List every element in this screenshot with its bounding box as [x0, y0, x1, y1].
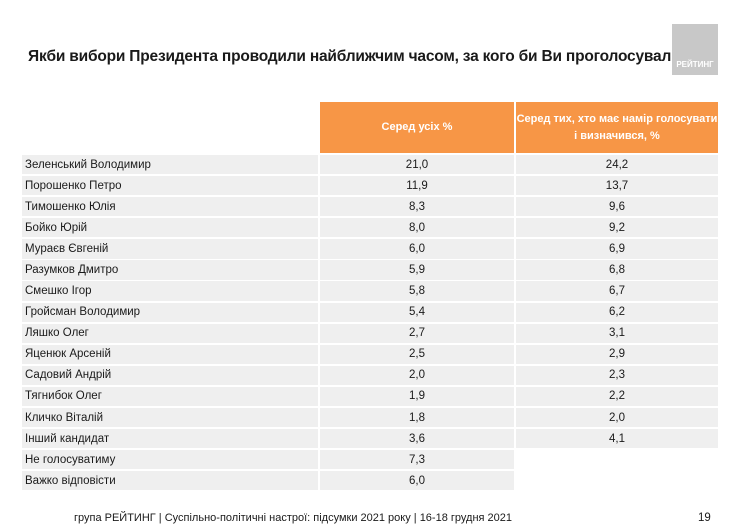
- candidate-name: Інший кандидат: [22, 429, 318, 449]
- table-row: Бойко Юрій 8,0 9,2: [22, 218, 718, 238]
- candidate-name: Смешко Ігор: [22, 281, 318, 301]
- value-all: 8,0: [320, 218, 514, 238]
- value-decided: 2,9: [516, 344, 718, 364]
- value-all: 1,9: [320, 386, 514, 407]
- table-row: Важко відповісти 6,0: [22, 471, 718, 491]
- candidate-name: Зеленський Володимир: [22, 155, 318, 175]
- value-all: 6,0: [320, 471, 514, 491]
- value-all: 21,0: [320, 155, 514, 175]
- rating-logo: РЕЙТИНГ: [672, 24, 718, 75]
- value-all: 7,3: [320, 450, 514, 470]
- candidate-name: Мураєв Євгеній: [22, 239, 318, 259]
- value-all: 5,4: [320, 302, 514, 322]
- candidate-name: Важко відповісти: [22, 471, 318, 491]
- value-all: 2,0: [320, 365, 514, 385]
- header-all: Серед усіх %: [320, 102, 514, 153]
- table-row: Тимошенко Юлія 8,3 9,6: [22, 197, 718, 217]
- value-all: 6,0: [320, 239, 514, 259]
- candidate-name: Тимошенко Юлія: [22, 197, 318, 217]
- value-decided: 4,1: [516, 429, 718, 449]
- value-decided: 2,3: [516, 365, 718, 385]
- value-decided: 2,2: [516, 386, 718, 407]
- value-decided: 2,0: [516, 407, 718, 428]
- value-decided: 6,2: [516, 302, 718, 322]
- value-decided: 6,9: [516, 239, 718, 259]
- value-all: 11,9: [320, 176, 514, 196]
- value-decided: [516, 471, 718, 490]
- candidate-name: Ляшко Олег: [22, 323, 318, 343]
- table-row: Інший кандидат 3,6 4,1: [22, 429, 718, 449]
- value-decided: 13,7: [516, 176, 718, 196]
- logo-text: РЕЙТИНГ: [676, 60, 714, 69]
- candidate-name: Гройсман Володимир: [22, 302, 318, 322]
- header-decided: Серед тих, хто має намір голосувати і ви…: [516, 102, 718, 153]
- value-decided: 9,2: [516, 218, 718, 238]
- value-decided: 6,7: [516, 281, 718, 301]
- value-all: 3,6: [320, 429, 514, 449]
- value-all: 8,3: [320, 197, 514, 217]
- table-row: Разумков Дмитро 5,9 6,8: [22, 260, 718, 280]
- table-row: Зеленський Володимир 21,0 24,2: [22, 155, 718, 175]
- page-number: 19: [698, 512, 711, 524]
- value-decided: 9,6: [516, 197, 718, 217]
- value-all: 1,8: [320, 407, 514, 428]
- slide-title: Якби вибори Президента проводили найближ…: [28, 48, 690, 65]
- table-row: Гройсман Володимир 5,4 6,2: [22, 302, 718, 322]
- candidate-name: Не голосуватиму: [22, 450, 318, 470]
- candidate-name: Тягнибок Олег: [22, 386, 318, 407]
- footer-text: група РЕЙТИНГ | Суспільно-політичні наст…: [74, 512, 513, 524]
- header-blank: [22, 102, 318, 153]
- value-decided: [516, 450, 718, 469]
- value-decided: 3,1: [516, 323, 718, 343]
- table-row: Яценюк Арсеній 2,5 2,9: [22, 344, 718, 364]
- table-row: Садовий Андрій 2,0 2,3: [22, 365, 718, 385]
- results-table: Серед усіх % Серед тих, хто має намір го…: [22, 102, 718, 492]
- table-row: Смешко Ігор 5,8 6,7: [22, 281, 718, 301]
- value-all: 2,5: [320, 344, 514, 364]
- candidate-name: Садовий Андрій: [22, 365, 318, 385]
- value-decided: 24,2: [516, 155, 718, 175]
- value-all: 2,7: [320, 323, 514, 343]
- table-header: Серед усіх % Серед тих, хто має намір го…: [22, 102, 718, 153]
- candidate-name: Бойко Юрій: [22, 218, 318, 238]
- value-decided: 6,8: [516, 260, 718, 280]
- table-row: Мураєв Євгеній 6,0 6,9: [22, 239, 718, 259]
- value-all: 5,8: [320, 281, 514, 301]
- table-row: Ляшко Олег 2,7 3,1: [22, 323, 718, 343]
- candidate-name: Яценюк Арсеній: [22, 344, 318, 364]
- table-row: Тягнибок Олег 1,9 2,2: [22, 386, 718, 407]
- table-row: Кличко Віталій 1,8 2,0: [22, 407, 718, 428]
- candidate-name: Кличко Віталій: [22, 407, 318, 428]
- table-row: Не голосуватиму 7,3: [22, 450, 718, 470]
- candidate-name: Порошенко Петро: [22, 176, 318, 196]
- candidate-name: Разумков Дмитро: [22, 260, 318, 280]
- value-all: 5,9: [320, 260, 514, 280]
- table-row: Порошенко Петро 11,9 13,7: [22, 176, 718, 196]
